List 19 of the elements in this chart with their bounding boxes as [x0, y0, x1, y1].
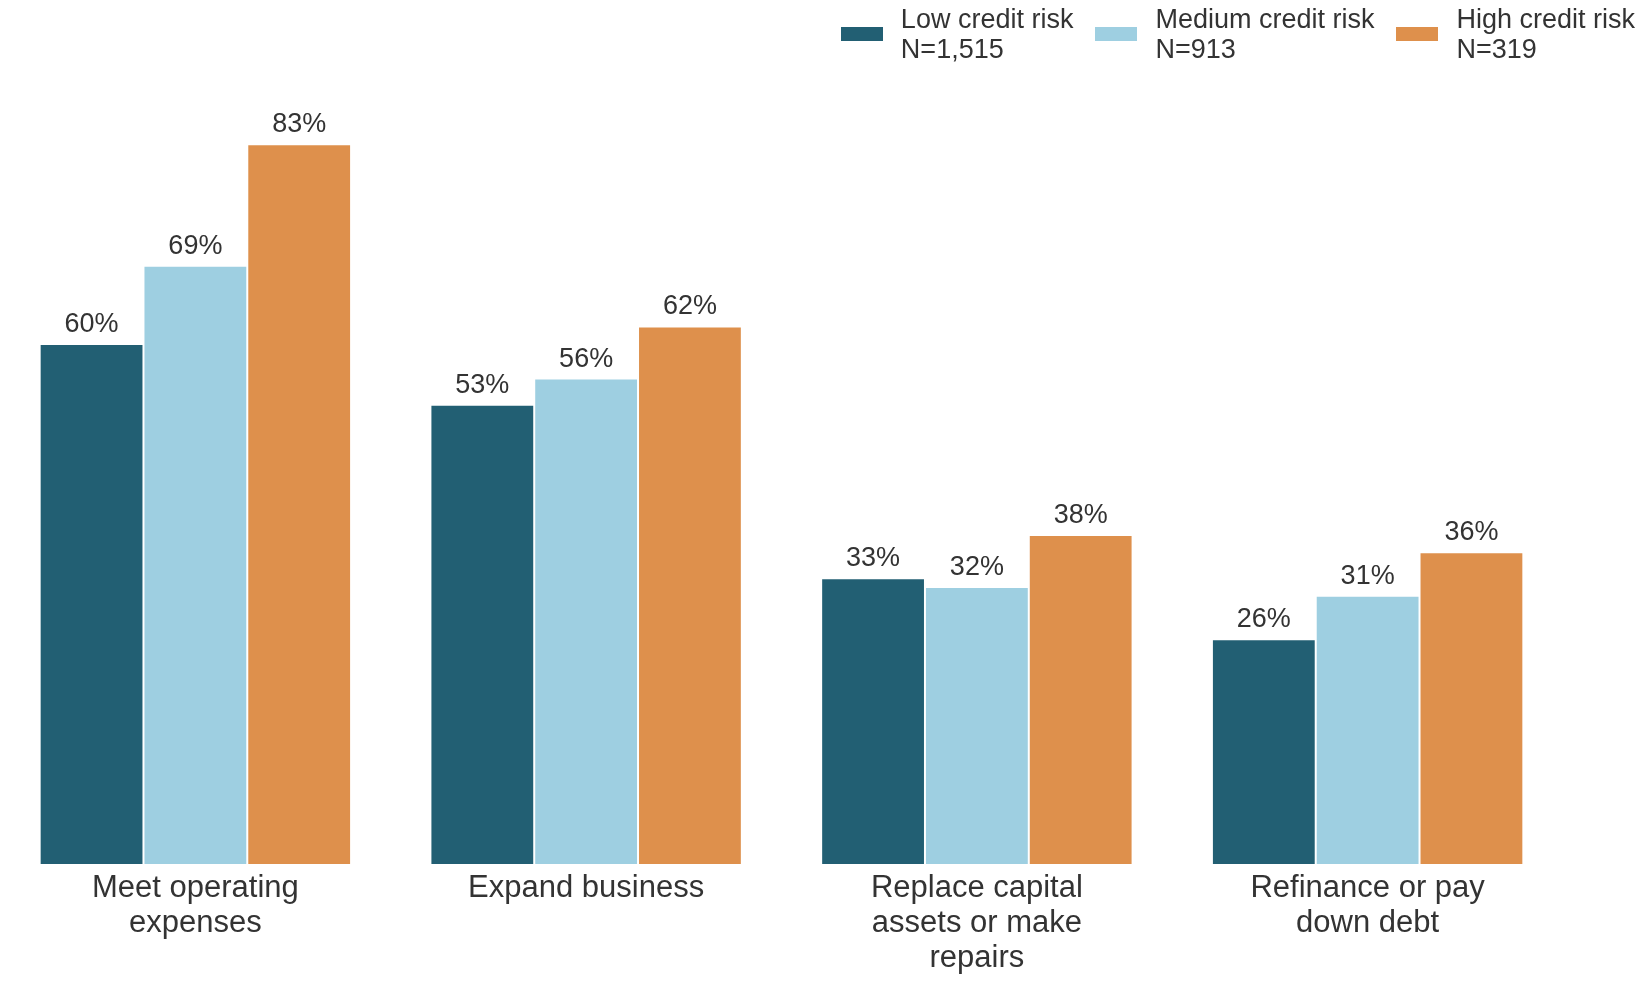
x-tick-label: Refinance or pay down debt — [1250, 868, 1486, 939]
x-tick-label: Meet operating expenses — [91, 868, 299, 939]
data-label: 56% — [559, 342, 614, 373]
data-label: 26% — [1236, 603, 1291, 634]
data-label: 53% — [455, 368, 510, 399]
data-label: 60% — [64, 307, 119, 338]
data-label: 36% — [1444, 516, 1499, 547]
x-tick-label: Expand business — [468, 868, 705, 904]
data-label: 83% — [272, 108, 327, 139]
data-label: 31% — [1340, 559, 1395, 590]
x-tick-label: Replace capital assets or make repairs — [870, 868, 1083, 975]
data-label: 62% — [662, 290, 717, 321]
legend-label: High credit risk N=319 — [1456, 4, 1635, 64]
legend-label: Low credit risk N=1,515 — [900, 4, 1074, 64]
data-label: 38% — [1053, 498, 1108, 529]
data-label: 32% — [949, 550, 1004, 581]
data-label: 69% — [168, 229, 223, 260]
legend-label: Medium credit risk N=913 — [1155, 4, 1375, 64]
data-label: 33% — [846, 542, 901, 573]
